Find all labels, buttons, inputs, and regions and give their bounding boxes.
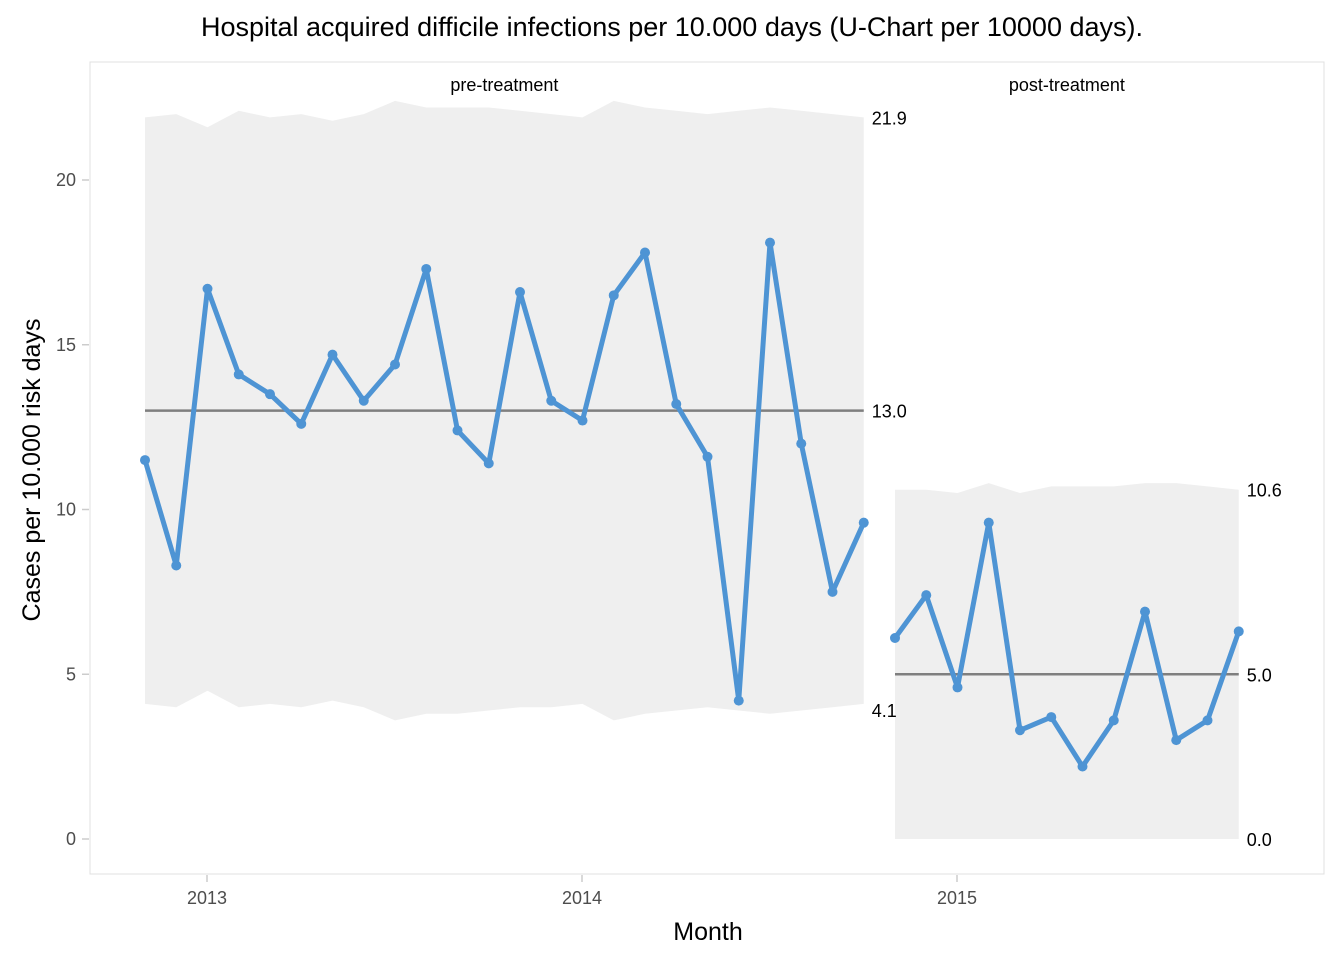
x-axis: 2013 2014 2015 (187, 875, 977, 908)
data-point (483, 458, 494, 469)
cl-label: 5.0 (1247, 665, 1272, 685)
data-point (515, 287, 525, 298)
data-point (577, 415, 588, 426)
data-point (827, 586, 838, 597)
data-point (1202, 715, 1213, 726)
data-point (171, 560, 182, 571)
x-tick-label: 2013 (187, 888, 227, 908)
data-point (1171, 735, 1182, 746)
ucl-label: 10.6 (1247, 481, 1282, 501)
ucl-label: 21.9 (872, 108, 907, 128)
data-point (671, 399, 682, 410)
lcl-label: 0.0 (1247, 830, 1272, 850)
data-point (765, 237, 775, 248)
data-point (421, 263, 432, 274)
data-point (796, 438, 807, 449)
x-axis-title: Month (673, 918, 742, 946)
phase-label-pre-treatment: pre-treatment (450, 75, 558, 95)
x-tick-label: 2015 (937, 888, 977, 908)
x-tick-label: 2014 (562, 888, 602, 908)
data-point (640, 247, 650, 258)
data-point (546, 395, 557, 406)
data-point (921, 590, 932, 601)
y-tick-label: 10 (56, 500, 76, 520)
y-axis: 0 5 10 15 20 (56, 170, 89, 849)
data-point (452, 425, 463, 436)
cl-label: 13.0 (872, 402, 907, 422)
data-point (1108, 715, 1119, 726)
chart-title: Hospital acquired difficile infections p… (200, 12, 1143, 42)
data-point (390, 359, 400, 370)
phase-labels: pre-treatment post-treatment (450, 75, 1125, 95)
data-point (296, 418, 307, 429)
data-point (858, 517, 869, 528)
data-point (233, 369, 244, 380)
data-point (952, 682, 963, 693)
data-point (890, 633, 900, 644)
data-point (140, 455, 150, 466)
data-point (1077, 761, 1088, 772)
control-limit-labels: 21.9 13.0 4.1 10.6 5.0 0.0 (872, 108, 1282, 850)
data-point (1233, 626, 1244, 637)
data-point (265, 389, 275, 400)
lcl-label: 4.1 (872, 701, 897, 721)
y-tick-label: 5 (66, 664, 76, 684)
data-series (140, 237, 1244, 772)
data-point (358, 395, 369, 406)
data-point (702, 451, 713, 462)
y-tick-label: 15 (56, 335, 76, 355)
y-tick-label: 20 (56, 170, 76, 190)
series-line (892, 520, 1242, 770)
data-point (1046, 712, 1057, 723)
data-point (327, 349, 338, 360)
data-point (1015, 725, 1025, 736)
series-line (142, 240, 867, 704)
data-point (202, 283, 213, 294)
phase-label-post-treatment: post-treatment (1009, 75, 1125, 95)
data-point (608, 290, 619, 301)
y-tick-label: 0 (66, 829, 76, 849)
y-axis-title: Cases per 10.000 risk days (18, 319, 46, 622)
data-point (1140, 606, 1150, 617)
data-point (733, 695, 744, 706)
data-point (983, 517, 994, 528)
